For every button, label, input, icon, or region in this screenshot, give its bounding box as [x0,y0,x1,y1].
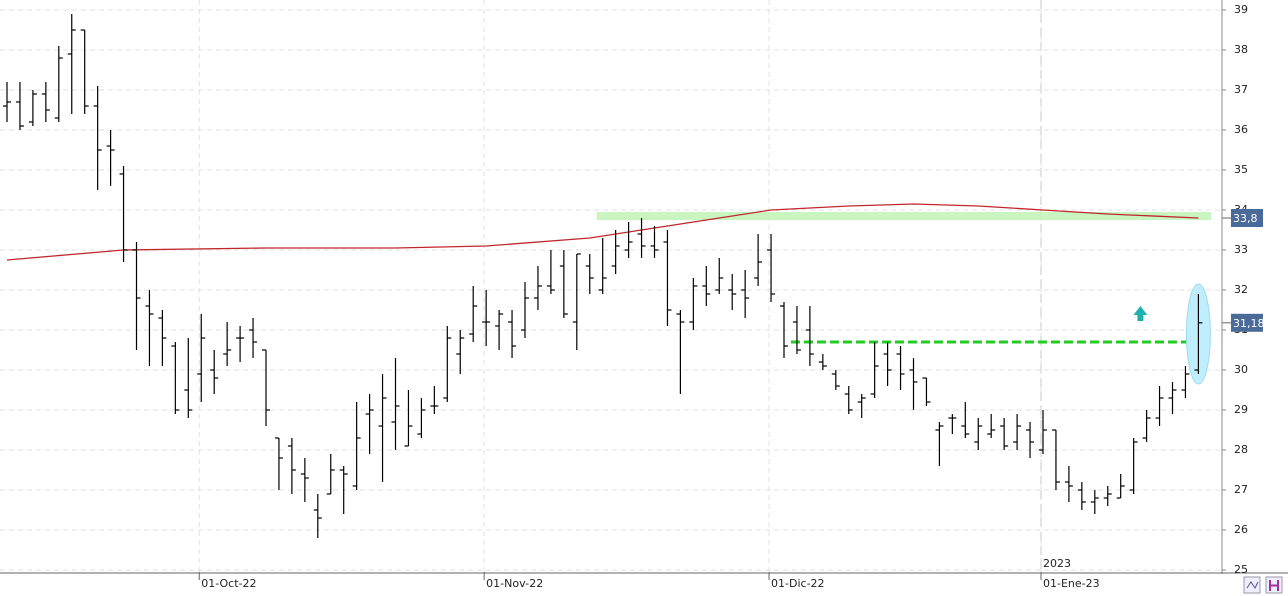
y-tick-label: 37 [1234,83,1248,96]
moving-average [6,203,1199,261]
y-tick-label: 28 [1234,443,1248,456]
y-tick-label: 26 [1234,523,1248,536]
up-arrow [1133,306,1148,321]
y-tick-label: 35 [1234,163,1248,176]
y-tick-label: 29 [1234,403,1248,416]
icon-glyph [1269,580,1279,591]
y-tick-label: 39 [1234,3,1248,16]
price-label-box [1231,313,1263,332]
price-label: 31,18 [1233,317,1265,330]
y-tick-label: 25 [1234,563,1248,576]
x-tick-label: 01-Dic-22 [771,577,825,590]
grid [0,0,1222,572]
bars [3,14,1203,538]
price-label-box [1231,209,1263,227]
y-tick-label: 38 [1234,43,1248,56]
y-tick-label: 27 [1234,483,1248,496]
y-tick-label: 33 [1234,243,1248,256]
year-label: 2023 [1043,557,1071,570]
x-tick-label: 01-Nov-22 [486,577,543,590]
y-tick-label: 32 [1234,283,1248,296]
price-label: 33,8 [1233,212,1258,225]
icon-glyph [1246,581,1259,589]
y-tick-label: 30 [1234,363,1248,376]
x-tick-label: 01-Oct-22 [201,577,256,590]
y-tick-label: 36 [1234,123,1248,136]
button-icon[interactable] [1243,576,1261,594]
x-tick-label: 01-Ene-23 [1043,577,1100,590]
annotations [6,203,1212,385]
